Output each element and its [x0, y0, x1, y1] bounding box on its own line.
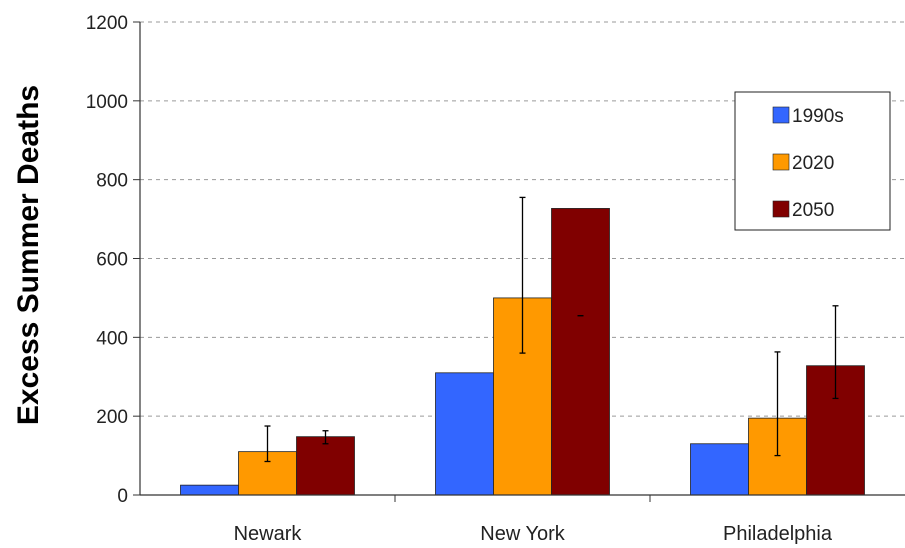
bar-2050-new-york: [551, 208, 610, 496]
x-tick-label: New York: [480, 523, 565, 545]
bar-1990s-new-york: [435, 372, 494, 496]
legend: 1990s 2020 2050: [734, 91, 891, 231]
x-tick-label: Philadelphia: [723, 523, 833, 545]
legend-swatch: [772, 200, 790, 218]
legend-swatch: [772, 153, 790, 171]
y-tick-label: 400: [96, 328, 128, 349]
y-tick-label: 1000: [86, 92, 128, 113]
bar-1990s-newark: [180, 484, 239, 496]
legend-label: 2020: [792, 153, 834, 174]
y-axis-label: Excess Summer Deaths: [12, 85, 45, 425]
legend-swatch: [772, 106, 790, 124]
y-tick-label: 800: [96, 171, 128, 192]
y-tick-label: 200: [96, 407, 128, 428]
error-bars: [264, 196, 839, 463]
legend-label: 2050: [792, 200, 834, 221]
y-tick-label: 0: [117, 486, 128, 507]
bar-1990s-philadelphia: [690, 443, 749, 496]
y-tick-label: 1200: [86, 13, 128, 34]
x-tick-label: Newark: [234, 523, 303, 545]
y-tick-label: 600: [96, 250, 128, 271]
legend-label: 1990s: [792, 106, 844, 127]
legend-box: [734, 91, 891, 231]
axes: 0 200 400 600 800 1000 1200 Newark New York Phila…: [86, 13, 905, 545]
bar-2050-newark: [296, 436, 355, 496]
